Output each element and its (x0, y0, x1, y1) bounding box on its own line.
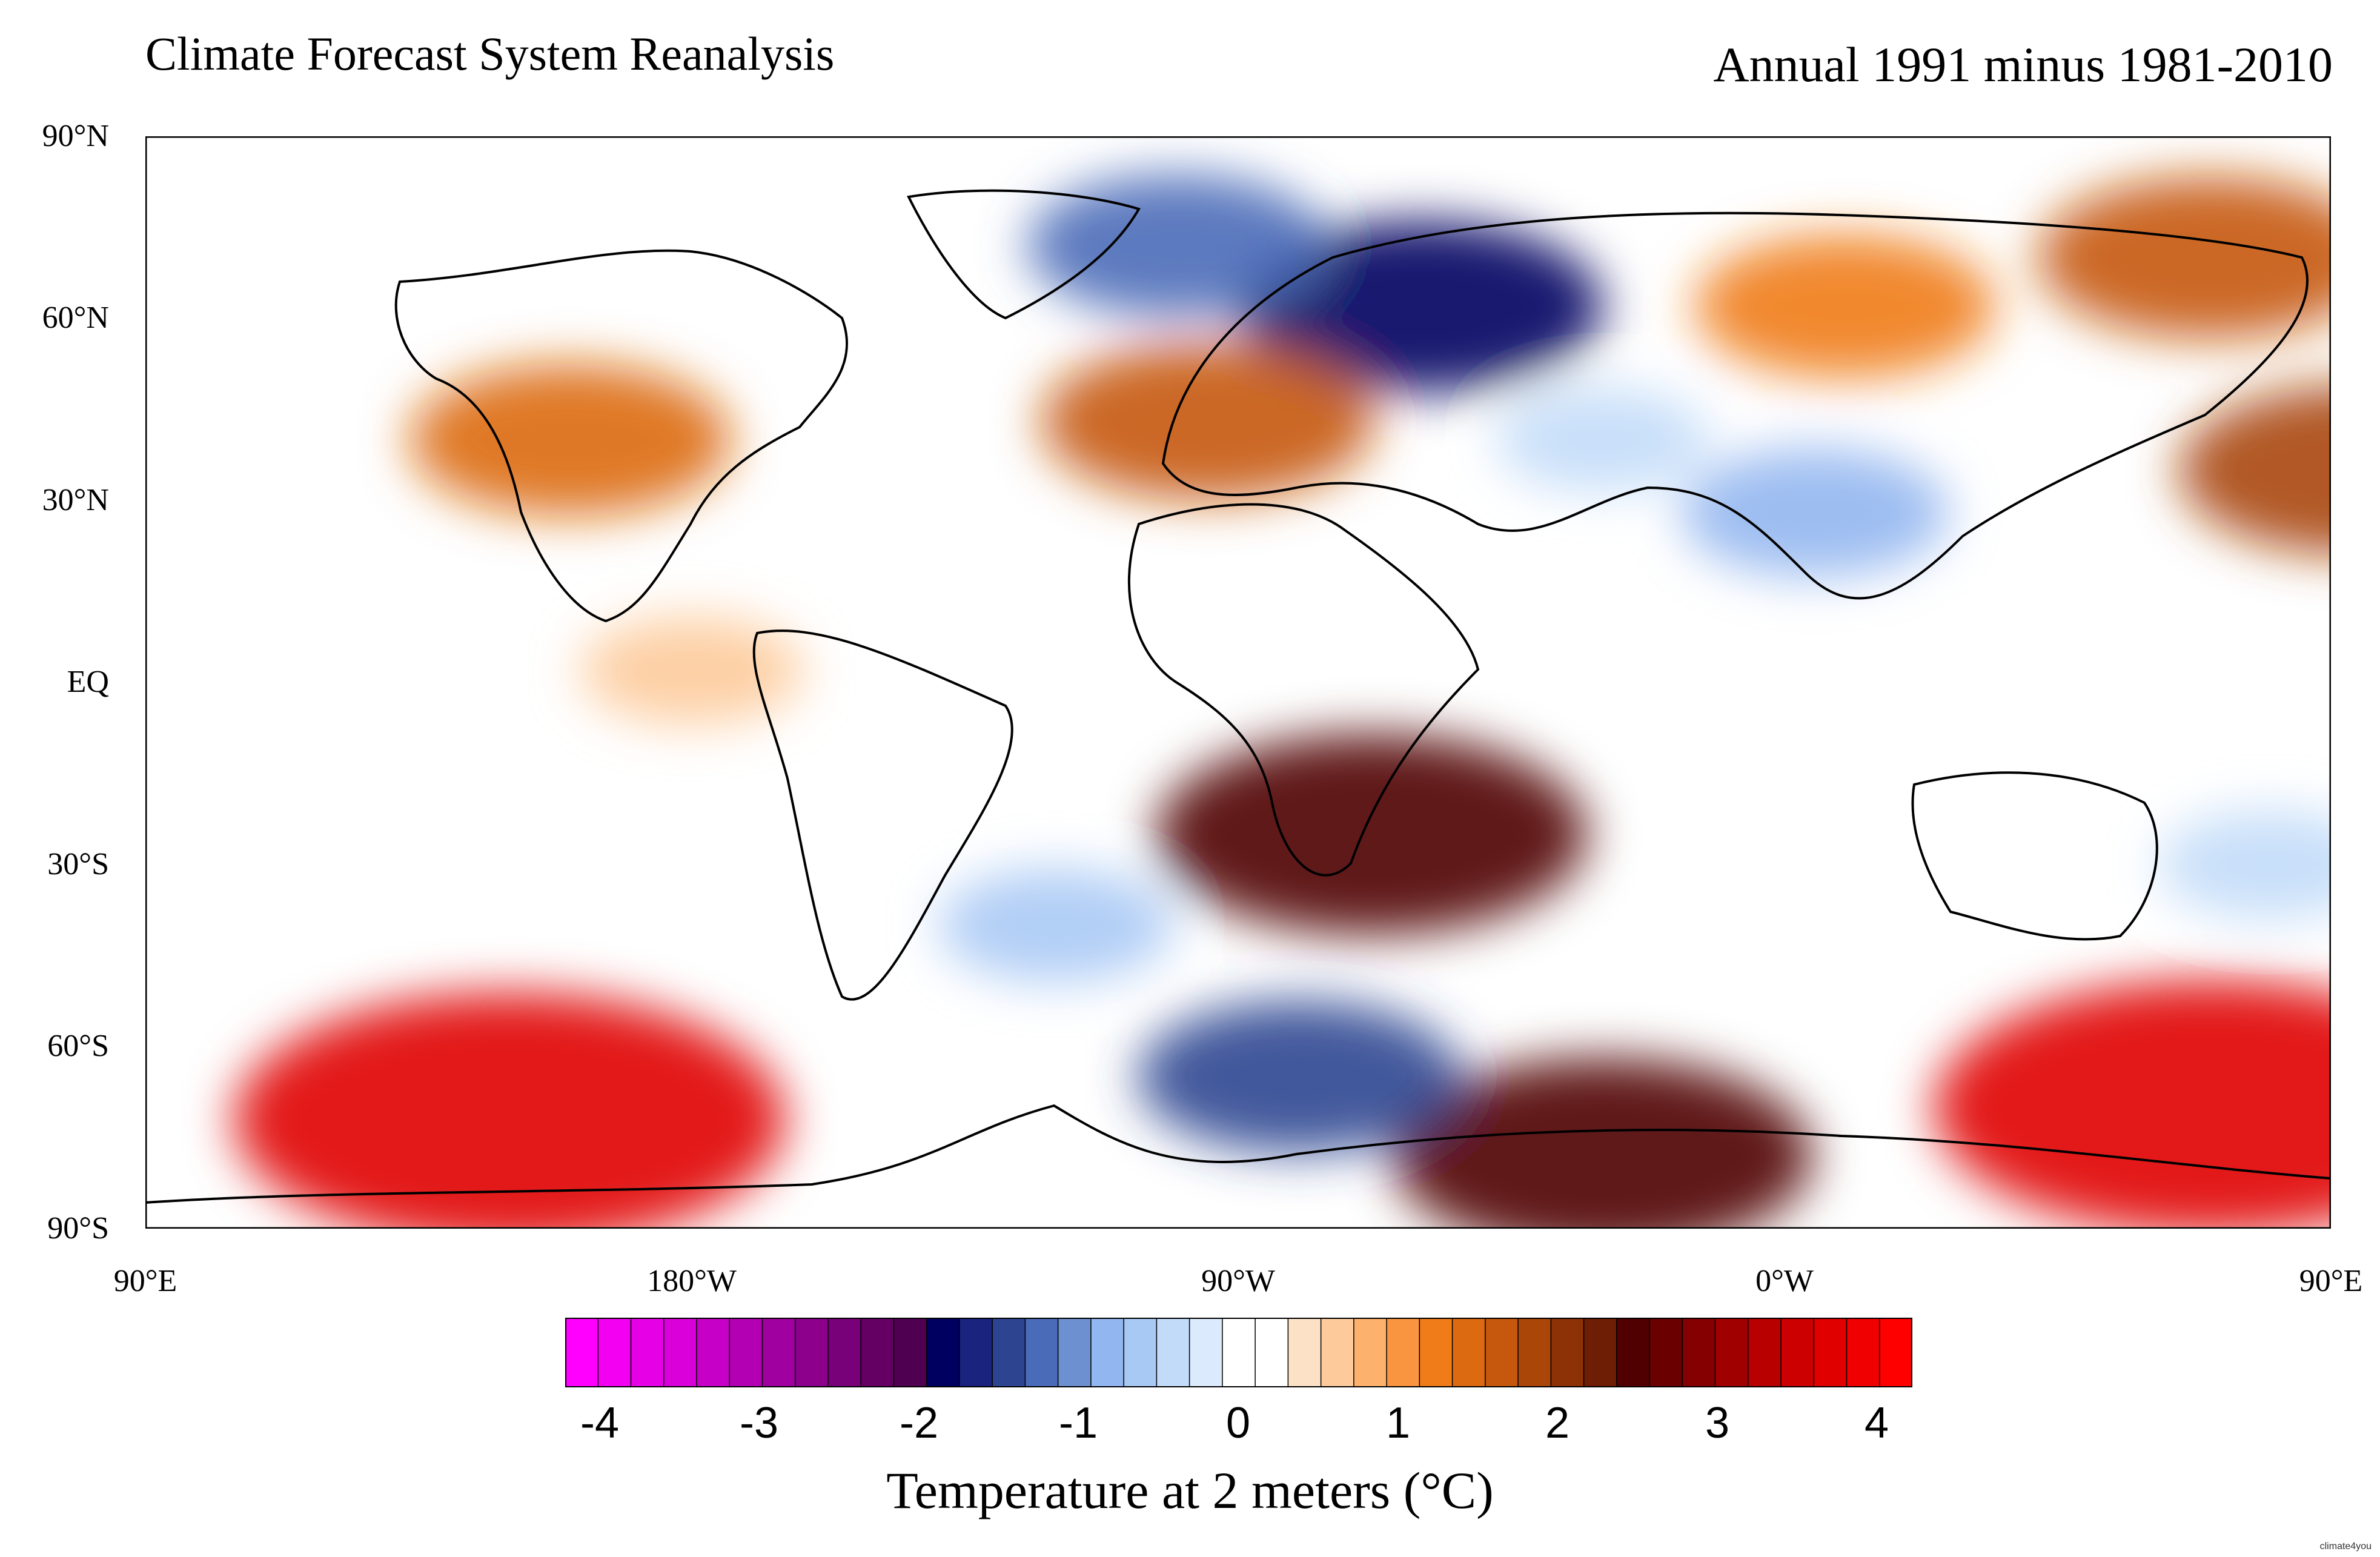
lat-label-90s: 90°S (47, 1211, 109, 1246)
lat-label-60s: 60°S (47, 1029, 109, 1063)
anomaly-north-pacific-warm (409, 363, 732, 516)
anomaly-antarctic-indian-warm (1934, 980, 2331, 1229)
colorbar-cell (1255, 1318, 1289, 1387)
colorbar-tick-label: 2 (1545, 1399, 1570, 1447)
colorbar-cell (1057, 1318, 1092, 1387)
colorbar-cell (1320, 1318, 1355, 1387)
colorbar-cell (794, 1318, 829, 1387)
colorbar-cell (663, 1318, 698, 1387)
anomaly-central-us-warm (1041, 342, 1374, 500)
colorbar-cell (926, 1318, 961, 1387)
anomaly-west-siberia-warm (1695, 234, 1996, 378)
colorbar-tick-label: 4 (1864, 1399, 1889, 1447)
colorbar-cell (959, 1318, 993, 1387)
colorbar-cell (1419, 1318, 1453, 1387)
lat-label-30s: 30°S (47, 847, 109, 881)
anomaly-north-atlantic-cool (1496, 387, 1709, 492)
anomaly-andes-warm (1156, 733, 1588, 935)
chart-period: Annual 1991 minus 1981-2010 (1713, 37, 2333, 92)
colorbar-cell (1024, 1318, 1059, 1387)
colorbar-cell (827, 1318, 862, 1387)
anomaly-greenland-baffin-cold (1237, 220, 1603, 393)
lat-label-30n: 30°N (42, 483, 109, 517)
colorbar-cell (1485, 1318, 1519, 1387)
colorbar-tick-label: -2 (899, 1399, 939, 1447)
colorbar-cell (1222, 1318, 1256, 1387)
colorbar (565, 1318, 1912, 1387)
colorbar-cell (1813, 1318, 1848, 1387)
colorbar-cell (1517, 1318, 1552, 1387)
colorbar-cell (1287, 1318, 1322, 1387)
colorbar-tick-label: 3 (1705, 1399, 1730, 1447)
colorbar-cell (1550, 1318, 1585, 1387)
colorbar-cell (729, 1318, 763, 1387)
lon-label-90e-right: 90°E (2299, 1264, 2363, 1298)
anomaly-arctic-canada-cold (1027, 174, 1328, 317)
lat-label-60n: 60°N (42, 300, 109, 335)
anomaly-antarctic-atlantic-warm (1392, 1057, 1813, 1229)
colorbar-title: Temperature at 2 meters (°C) (886, 1461, 1494, 1519)
colorbar-cell (1451, 1318, 1487, 1387)
colorbar-cell (565, 1318, 599, 1387)
colorbar-cell (597, 1318, 632, 1387)
colorbar-cell (1748, 1318, 1782, 1387)
colorbar-tick-label: 1 (1385, 1399, 1411, 1447)
anomaly-indian-ocean-cool (2158, 810, 2331, 919)
colorbar-cell (1616, 1318, 1651, 1387)
anomaly-sahara-cool (1681, 448, 1949, 577)
lon-label-90e-left: 90°E (113, 1264, 177, 1298)
australia-outline (1911, 771, 2158, 941)
greenland-outline (906, 189, 1141, 320)
anomaly-siberia-warm (2037, 176, 2331, 339)
watermark: climate4you (2319, 1541, 2372, 1552)
colorbar-cell (696, 1318, 731, 1387)
colorbar-cell (893, 1318, 927, 1387)
anomaly-tibet-warm (2178, 385, 2331, 555)
north-america-outline (394, 249, 849, 623)
anomaly-map (145, 136, 2331, 1229)
colorbar-cell (860, 1318, 895, 1387)
colorbar-cell (1682, 1318, 1716, 1387)
colorbar-tick-label: -1 (1058, 1399, 1098, 1447)
anomaly-antarctic-pacific-warm (234, 992, 786, 1229)
colorbar-cell (1123, 1318, 1158, 1387)
anomaly-tropical-pacific-warm (580, 616, 804, 725)
lon-label-180w: 180°W (647, 1264, 737, 1298)
colorbar-tick-label: 0 (1225, 1399, 1251, 1447)
south-america-outline (752, 629, 1013, 1001)
colorbar-cell (1780, 1318, 1815, 1387)
coastlines (145, 189, 2331, 1204)
antarctica-outline (145, 1104, 2331, 1204)
anomaly-layer (234, 174, 2331, 1229)
africa-outline (1127, 503, 1480, 877)
colorbar-cell (1879, 1318, 1912, 1387)
colorbar-cell (1649, 1318, 1683, 1387)
colorbar-cell (1188, 1318, 1224, 1387)
colorbar-cell (1353, 1318, 1388, 1387)
colorbar-tick-label: -4 (580, 1399, 620, 1447)
colorbar-cell (1386, 1318, 1420, 1387)
colorbar-cell (630, 1318, 665, 1387)
colorbar-tick-label: -3 (739, 1399, 779, 1447)
colorbar-cell (761, 1318, 796, 1387)
lat-label-eq: EQ (67, 665, 109, 699)
anomaly-south-pacific-cool (938, 868, 1174, 983)
colorbar-cells (565, 1318, 1912, 1387)
colorbar-cell (1090, 1318, 1125, 1387)
colorbar-cell (1583, 1318, 1618, 1387)
anomaly-bellingshausen-cold (1138, 1000, 1460, 1154)
lon-label-90w: 90°W (1201, 1264, 1275, 1298)
chart-title: Climate Forecast System Reanalysis (145, 27, 835, 80)
eurasia-outline (1161, 211, 2309, 600)
colorbar-cell (1156, 1318, 1190, 1387)
lon-label-0w: 0°W (1755, 1264, 1814, 1298)
colorbar-cell (1846, 1318, 1881, 1387)
lat-label-90n: 90°N (42, 119, 109, 153)
colorbar-cell (1714, 1318, 1749, 1387)
colorbar-cell (992, 1318, 1026, 1387)
